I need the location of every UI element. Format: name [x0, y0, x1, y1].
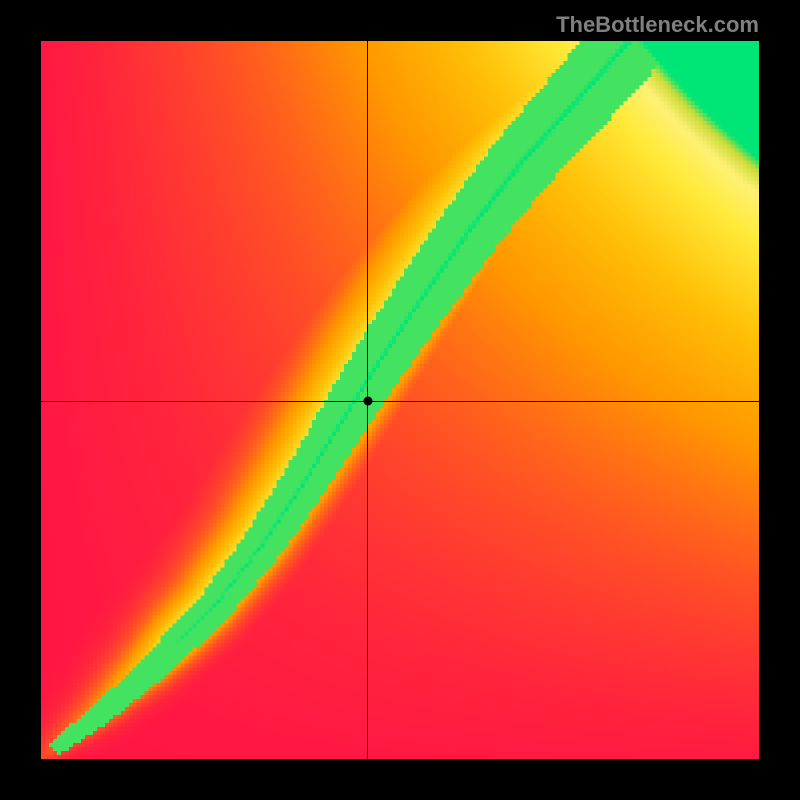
watermark-text: TheBottleneck.com [556, 12, 759, 38]
plot-area [41, 41, 759, 759]
marker-dot [363, 397, 372, 406]
crosshair-horizontal [41, 401, 759, 402]
